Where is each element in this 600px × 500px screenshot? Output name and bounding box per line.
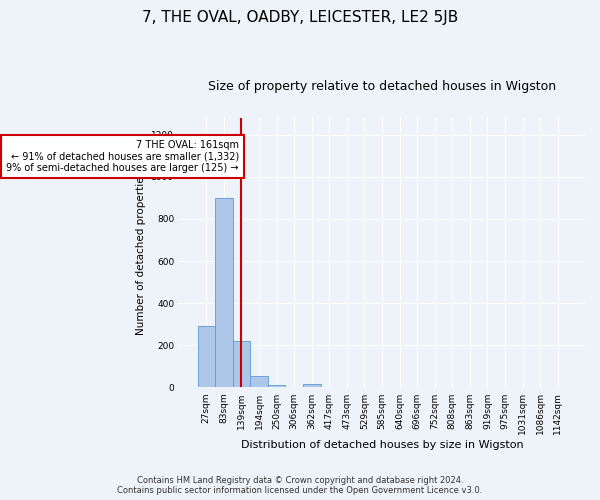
Text: 7 THE OVAL: 161sqm
← 91% of detached houses are smaller (1,332)
9% of semi-detac: 7 THE OVAL: 161sqm ← 91% of detached hou… <box>7 140 239 173</box>
Bar <box>250 376 268 388</box>
Text: Contains HM Land Registry data © Crown copyright and database right 2024.
Contai: Contains HM Land Registry data © Crown c… <box>118 476 482 495</box>
Bar <box>233 341 250 388</box>
Bar <box>215 198 233 388</box>
X-axis label: Distribution of detached houses by size in Wigston: Distribution of detached houses by size … <box>241 440 523 450</box>
Text: 7, THE OVAL, OADBY, LEICESTER, LE2 5JB: 7, THE OVAL, OADBY, LEICESTER, LE2 5JB <box>142 10 458 25</box>
Y-axis label: Number of detached properties: Number of detached properties <box>136 170 146 334</box>
Title: Size of property relative to detached houses in Wigston: Size of property relative to detached ho… <box>208 80 556 93</box>
Bar <box>303 384 320 388</box>
Bar <box>268 386 286 388</box>
Bar <box>197 326 215 388</box>
